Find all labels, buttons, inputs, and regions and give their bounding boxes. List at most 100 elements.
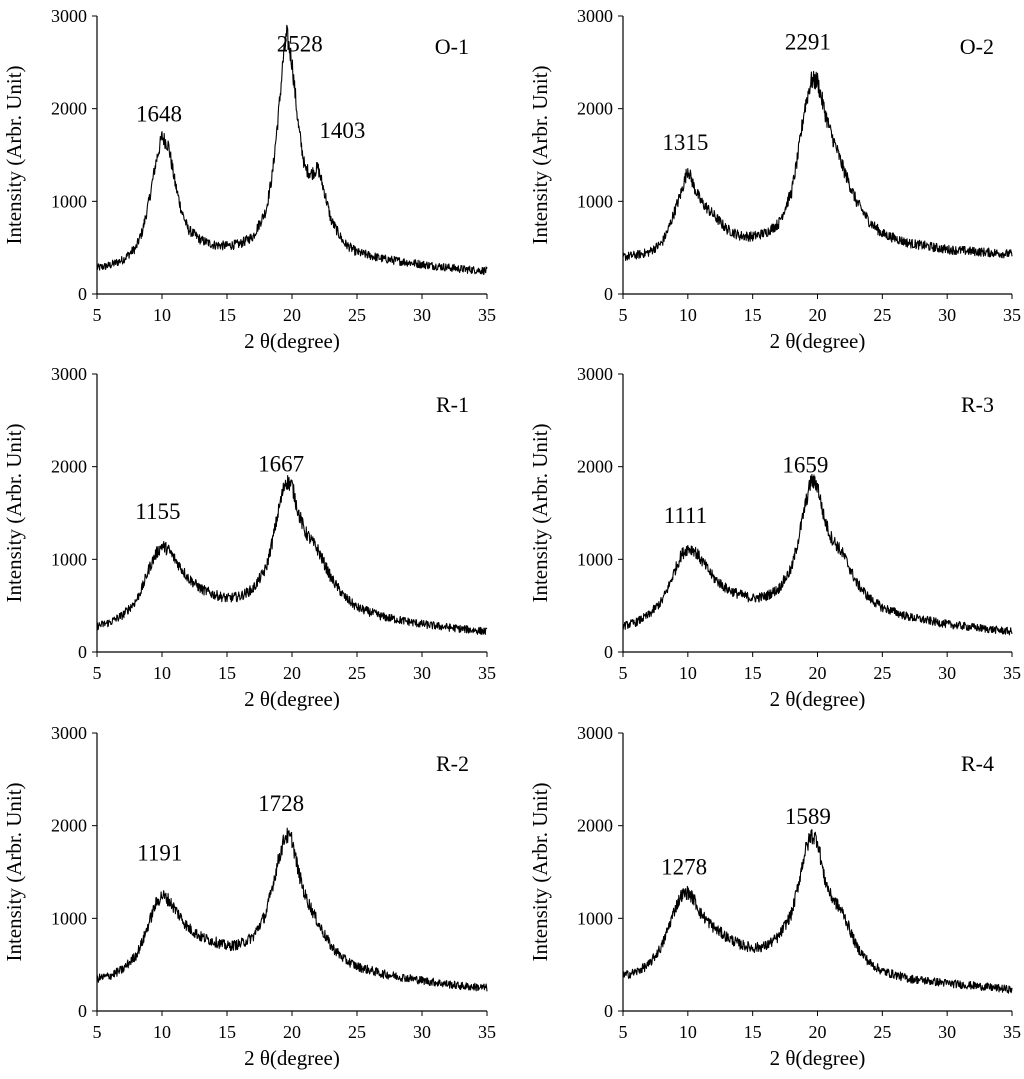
x-tick-label: 15 <box>744 663 762 683</box>
y-tick-label: 0 <box>78 284 87 304</box>
x-tick-label: 15 <box>744 1022 762 1042</box>
peak-label: 1648 <box>136 101 182 126</box>
x-tick-label: 35 <box>1003 305 1021 325</box>
x-tick-label: 5 <box>619 663 628 683</box>
peak-label: 1315 <box>662 130 708 155</box>
peak-label: 1278 <box>661 855 707 880</box>
x-tick-label: 10 <box>679 663 697 683</box>
x-axis-title: 2 θ(degree) <box>770 329 866 353</box>
x-tick-label: 5 <box>619 1022 628 1042</box>
panel-label: R-2 <box>436 751 469 776</box>
y-tick-label: 3000 <box>577 723 613 743</box>
y-tick-label: 1000 <box>577 549 613 569</box>
x-axis-title: 2 θ(degree) <box>244 329 340 353</box>
y-tick-label: 0 <box>604 1001 613 1021</box>
x-tick-label: 15 <box>218 305 236 325</box>
x-tick-label: 10 <box>153 305 171 325</box>
x-tick-label: 35 <box>478 663 496 683</box>
x-tick-label: 15 <box>218 663 236 683</box>
x-tick-label: 10 <box>679 305 697 325</box>
series-line <box>96 827 488 992</box>
peak-label: 1155 <box>135 499 180 524</box>
x-tick-label: 20 <box>283 305 301 325</box>
panel-r-2: 5 10 15 20 25 30 35 0 1000 2000 3000 2 θ(degree) Int… <box>2 723 496 1070</box>
x-tick-label: 25 <box>873 663 891 683</box>
y-axis-title: Intensity (Arbr. Unit) <box>2 423 26 602</box>
x-tick-label: 10 <box>679 1022 697 1042</box>
panel-label: R-1 <box>436 392 469 417</box>
y-tick-label: 3000 <box>577 6 613 26</box>
x-tick-label: 10 <box>153 663 171 683</box>
series-line <box>622 828 1013 994</box>
y-axis-title: Intensity (Arbr. Unit) <box>2 65 26 244</box>
peak-label: 1667 <box>258 452 304 477</box>
series-line <box>622 70 1013 262</box>
x-tick-label: 30 <box>413 305 431 325</box>
x-tick-label: 15 <box>744 305 762 325</box>
y-tick-label: 2000 <box>577 816 613 836</box>
x-tick-label: 30 <box>938 1022 956 1042</box>
series-line <box>96 24 488 275</box>
x-tick-label: 5 <box>93 663 102 683</box>
y-tick-label: 3000 <box>51 6 87 26</box>
y-tick-label: 2000 <box>51 816 87 836</box>
y-tick-label: 1000 <box>577 908 613 928</box>
y-axis-title: Intensity (Arbr. Unit) <box>528 423 552 602</box>
x-axis-title: 2 θ(degree) <box>244 687 340 711</box>
y-tick-label: 2000 <box>51 457 87 477</box>
y-tick-label: 3000 <box>51 723 87 743</box>
peak-label: 2291 <box>785 30 831 55</box>
x-tick-label: 20 <box>283 1022 301 1042</box>
peak-label: 1589 <box>785 804 831 829</box>
peak-label: 1659 <box>782 452 828 477</box>
x-axis-title: 2 θ(degree) <box>770 1046 866 1070</box>
panel-o-2: 5 10 15 20 25 30 35 0 1000 2000 3000 2 θ(degree) Int… <box>528 6 1021 353</box>
x-tick-label: 30 <box>413 663 431 683</box>
peak-label: 1191 <box>137 841 182 866</box>
y-tick-label: 0 <box>78 1001 87 1021</box>
x-tick-label: 20 <box>809 1022 827 1042</box>
y-tick-label: 0 <box>604 642 613 662</box>
x-axis-title: 2 θ(degree) <box>770 687 866 711</box>
series-line <box>622 474 1013 636</box>
x-tick-label: 35 <box>478 1022 496 1042</box>
x-tick-label: 20 <box>809 663 827 683</box>
peak-label: 2528 <box>277 32 323 57</box>
x-tick-label: 30 <box>938 663 956 683</box>
panel-r-3: 5 10 15 20 25 30 35 0 1000 2000 3000 2 θ(degree) Int… <box>528 364 1021 711</box>
x-tick-label: 30 <box>413 1022 431 1042</box>
x-tick-label: 25 <box>348 663 366 683</box>
peak-label: 1728 <box>258 791 304 816</box>
y-tick-label: 3000 <box>577 364 613 384</box>
panel-r-4: 5 10 15 20 25 30 35 0 1000 2000 3000 2 θ(degree) Int… <box>528 723 1021 1070</box>
x-tick-label: 25 <box>348 305 366 325</box>
y-tick-label: 2000 <box>51 99 87 119</box>
x-tick-label: 35 <box>1003 663 1021 683</box>
panel-label: R-4 <box>961 751 994 776</box>
y-tick-label: 1000 <box>577 191 613 211</box>
y-tick-label: 3000 <box>51 364 87 384</box>
x-tick-label: 20 <box>809 305 827 325</box>
y-axis-title: Intensity (Arbr. Unit) <box>2 782 26 961</box>
y-tick-label: 1000 <box>51 191 87 211</box>
y-tick-label: 1000 <box>51 549 87 569</box>
y-tick-label: 1000 <box>51 908 87 928</box>
y-tick-label: 0 <box>78 642 87 662</box>
x-tick-label: 20 <box>283 663 301 683</box>
x-tick-label: 5 <box>619 305 628 325</box>
panel-label: O-2 <box>960 34 994 59</box>
y-tick-label: 2000 <box>577 457 613 477</box>
series-line <box>96 474 488 636</box>
y-axis-title: Intensity (Arbr. Unit) <box>528 782 552 961</box>
peak-label: 1111 <box>664 503 707 528</box>
y-axis-title: Intensity (Arbr. Unit) <box>528 65 552 244</box>
x-tick-label: 30 <box>938 305 956 325</box>
x-axis-title: 2 θ(degree) <box>244 1046 340 1070</box>
y-tick-label: 0 <box>604 284 613 304</box>
panel-label: R-3 <box>961 392 994 417</box>
x-tick-label: 15 <box>218 1022 236 1042</box>
x-tick-label: 35 <box>478 305 496 325</box>
x-tick-label: 10 <box>153 1022 171 1042</box>
x-tick-label: 25 <box>873 305 891 325</box>
